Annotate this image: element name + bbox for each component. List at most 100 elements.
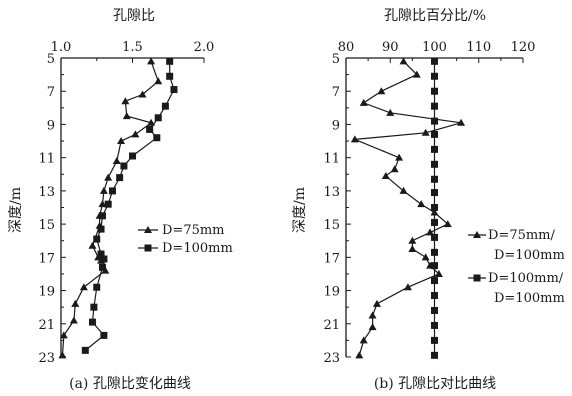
panel-a-x-tick-label: 1.0: [51, 40, 72, 55]
panel-a-x-tick-label: 1.5: [122, 40, 143, 55]
panel-b-triangle-point: [368, 311, 377, 319]
panel-a-triangle-point: [59, 331, 68, 339]
legend-a-triangle-marker: [144, 226, 152, 233]
panel-a-y-tick-label: 15: [38, 218, 55, 233]
panel-b-triangle-point: [372, 299, 381, 307]
legend-b-triangle-marker: [473, 231, 481, 238]
panel-b-triangle-point: [390, 165, 399, 173]
panel-a-triangle-point: [122, 112, 131, 120]
panel-b-y-tick-label: 9: [332, 118, 340, 133]
panel-a-y-tick-label: 13: [38, 185, 55, 200]
panel-b-legend: D=75mm/ D=100mm D=100mm/ D=100mm: [468, 228, 565, 306]
panel-b-triangle-point: [457, 118, 466, 126]
panel-a-series-square: [81, 57, 178, 354]
panel-a-square-point: [100, 255, 108, 263]
panel-b-series-line: [354, 60, 462, 356]
panel-b-x-tick-label: 90: [382, 40, 399, 55]
panel-a-y-tick-label: 9: [47, 118, 55, 133]
panel-a-square-point: [93, 235, 101, 243]
panel-b-y-tick-label: 13: [323, 185, 340, 200]
panel-b-triangle-point: [421, 128, 430, 136]
panel-b-triangle-point: [403, 283, 412, 291]
panel-b-x-tick-label: 110: [466, 40, 491, 55]
panel-b-x-tick-label: 100: [422, 40, 447, 55]
panel-b-square-point: [431, 233, 438, 241]
panel-b-title: 孔隙比百分比/%: [384, 8, 486, 24]
panel-a-triangle-point: [71, 299, 80, 307]
legend-b-label-ratio-100-line2: D=100mm: [494, 291, 565, 306]
panel-b-triangle-point: [399, 57, 408, 65]
panel-b-y-tick-label: 15: [323, 218, 340, 233]
panel-a-triangle-point: [131, 130, 140, 138]
panel-b-square-point: [431, 72, 438, 80]
panel-b-triangle-point: [359, 336, 368, 344]
panel-a-y-tick-label: 21: [38, 318, 55, 333]
panel-b-square-point: [431, 87, 438, 95]
panel-b-triangle-point: [368, 323, 377, 331]
panel-a-triangle-point: [121, 97, 130, 105]
panel-b-square-point: [431, 262, 438, 270]
legend-a-label-d75: D=75mm: [162, 223, 225, 238]
panel-a-square-point: [129, 152, 136, 160]
panel-b-axes: 80 90 100 110 120 5 7 9 11 13 15 17 19 21 23: [323, 40, 535, 366]
panel-b-series-triangle: [350, 57, 466, 359]
panel-b-y-tick-label: 23: [323, 351, 340, 366]
panel-b-square-point: [431, 277, 438, 285]
panel-b-caption: (b) 孔隙比对比曲线: [374, 376, 496, 392]
panel-b-triangle-point: [443, 220, 452, 228]
panel-b-triangle-point: [408, 236, 417, 244]
legend-b-label-ratio-75-line2: D=100mm: [494, 248, 565, 263]
panel-a-legend: D=75mm D=100mm: [138, 223, 233, 256]
panel-a-triangle-point: [88, 241, 97, 249]
panel-b-square-point: [431, 57, 438, 65]
panel-b-square-point: [431, 130, 438, 138]
panel-b-square-point: [431, 102, 438, 110]
legend-b-label-ratio-75-line1: D=75mm/: [488, 228, 556, 243]
panel-a-square-point: [90, 303, 98, 311]
panel-b-triangle-point: [399, 186, 408, 194]
legend-b-ratio-100: D=100mm/ D=100mm: [468, 271, 565, 306]
panel-b-triangle-point: [377, 87, 386, 95]
panel-a-square-point: [98, 212, 106, 220]
panel-b-square-point: [431, 218, 438, 226]
panel-a-series-line: [84, 61, 175, 351]
panel-b-square-point: [431, 145, 438, 153]
panel-a-square-point: [100, 331, 108, 339]
panel-a-y-tick-label: 19: [38, 285, 55, 300]
panel-a-square-point: [166, 72, 174, 80]
legend-b-square-marker: [473, 274, 481, 282]
panel-b-square-point: [431, 160, 438, 168]
panel-b-ylabel: 深度/m: [292, 187, 308, 233]
legend-b-ratio-75: D=75mm/ D=100mm: [468, 228, 565, 263]
panel-b-void-ratio-percentage: 孔隙比百分比/% 深度/m (b) 孔隙比对比曲线 D=75mm/ D=100m…: [292, 8, 565, 392]
panel-b-triangle-point: [408, 245, 417, 253]
panel-a-square-point: [116, 174, 124, 182]
panel-a-triangle-point: [79, 283, 88, 291]
panel-a-caption: (a) 孔隙比变化曲线: [69, 376, 191, 392]
panel-b-y-tick-label: 21: [323, 318, 340, 333]
panel-b-square-point: [431, 204, 438, 211]
panel-b-triangle-point: [386, 108, 395, 116]
panel-b-triangle-point: [417, 200, 426, 208]
panel-a-triangle-point: [69, 316, 78, 324]
panel-b-x-tick-label: 80: [338, 40, 355, 55]
panel-b-triangle-point: [359, 98, 368, 106]
panel-b-square-point: [431, 336, 438, 344]
panel-a-y-tick-label: 7: [47, 85, 55, 100]
panel-a-series-triangle: [58, 57, 163, 359]
panel-b-y-tick-label: 7: [332, 85, 340, 100]
panel-a-triangle-point: [58, 351, 67, 359]
panel-a-square-point: [104, 200, 112, 208]
panel-a-triangle-point: [112, 156, 121, 164]
panel-b-y-tick-label: 17: [323, 251, 340, 266]
panel-a-square-point: [108, 187, 116, 195]
panel-a-title: 孔隙比: [113, 8, 155, 24]
panel-a-triangle-point: [147, 57, 156, 65]
panel-a-square-point: [98, 263, 106, 271]
panel-a-triangle-point: [117, 137, 126, 145]
panel-a-triangle-point: [98, 200, 107, 208]
panel-a-square-point: [161, 102, 169, 110]
panel-a-square-point: [120, 162, 128, 170]
panel-b-series-square: [431, 57, 438, 359]
